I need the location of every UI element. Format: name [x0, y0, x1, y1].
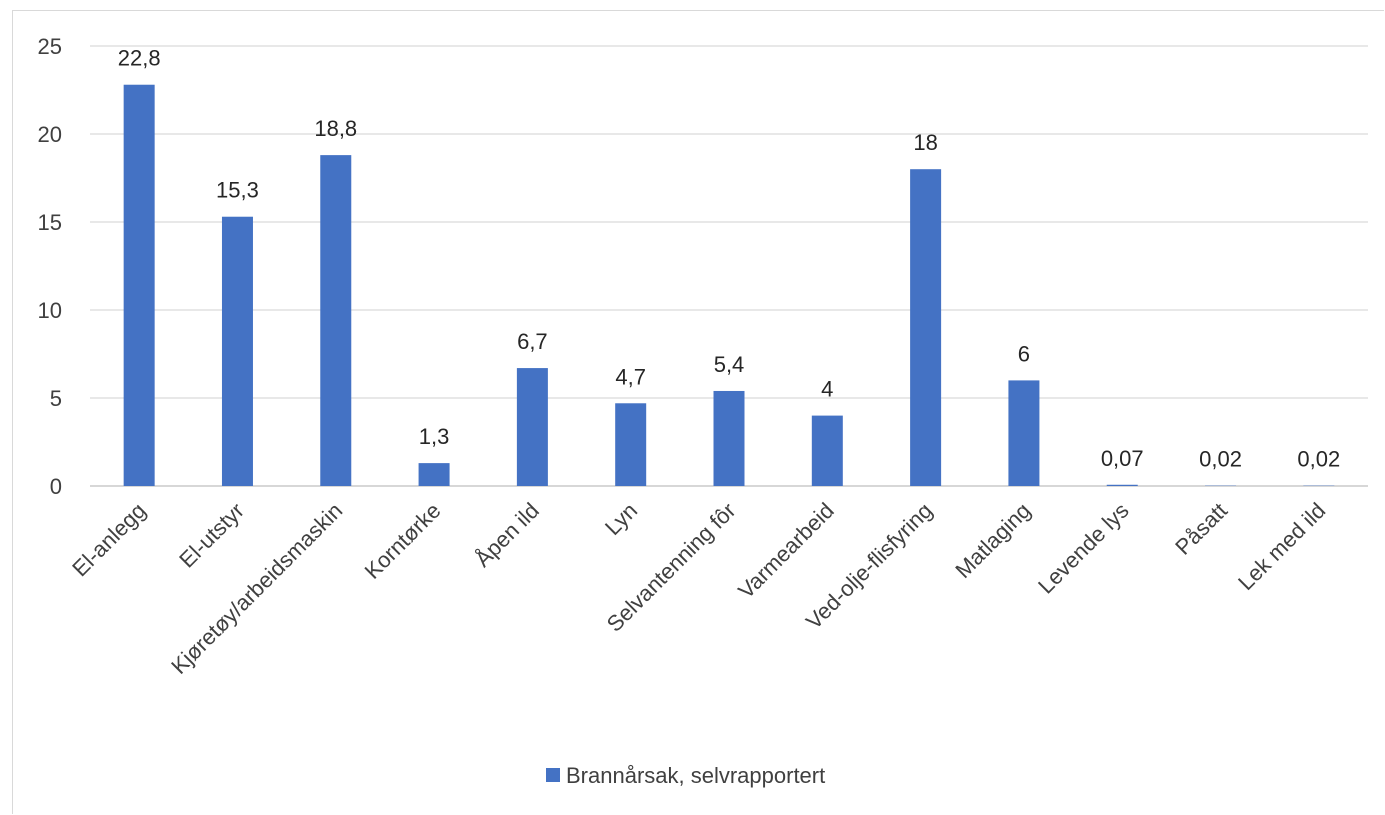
y-tick-label: 15 — [38, 210, 62, 235]
category-label: Kjøretøy/arbeidsmaskin — [166, 498, 347, 679]
bar — [1106, 484, 1138, 486]
legend: Brannårsak, selvrapportert — [546, 763, 825, 788]
y-axis-tick-labels: 0 5 10 15 20 25 — [38, 34, 62, 499]
bar — [516, 368, 548, 486]
data-label: 0,02 — [1297, 447, 1340, 472]
bar — [811, 415, 843, 486]
category-label: El-anlegg — [67, 498, 150, 581]
data-label: 18,8 — [314, 116, 357, 141]
y-tick-label: 10 — [38, 298, 62, 323]
bar — [221, 216, 253, 486]
data-label: 6,7 — [517, 329, 548, 354]
category-label: Korntørke — [360, 498, 446, 584]
category-label: Matlaging — [950, 498, 1035, 583]
data-label: 22,8 — [118, 46, 161, 71]
data-label: 6 — [1018, 341, 1030, 366]
data-label: 0,07 — [1101, 446, 1144, 471]
bar — [713, 390, 745, 486]
data-label: 18 — [913, 130, 937, 155]
data-label: 0,02 — [1199, 447, 1242, 472]
legend-label: Brannårsak, selvrapportert — [566, 763, 825, 788]
category-label: Åpen ild — [470, 498, 544, 572]
category-label: Lyn — [600, 498, 642, 540]
bar — [1008, 380, 1040, 486]
category-labels: El-anlegg El-utstyrKjøretøy/arbeidsmaskin… — [67, 498, 1330, 679]
category-label: El-utstyr — [174, 498, 249, 573]
data-labels: 22,8 15,3 18,8 1,3 6,7 4,7 5,4 4 18 6 0,07 0,02 0,02 — [118, 46, 1341, 472]
data-label: 4,7 — [615, 364, 646, 389]
y-tick-label: 20 — [38, 122, 62, 147]
bar — [615, 403, 647, 486]
bar — [123, 84, 155, 486]
y-tick-label: 5 — [50, 386, 62, 411]
bars — [123, 84, 1335, 486]
legend-swatch — [546, 768, 560, 782]
data-label: 15,3 — [216, 178, 259, 203]
data-label: 5,4 — [714, 352, 745, 377]
category-label: Påsatt — [1170, 498, 1232, 560]
bar — [320, 155, 352, 486]
category-label: Varmearbeid — [733, 498, 839, 604]
y-tick-label: 25 — [38, 34, 62, 59]
data-label: 4 — [821, 377, 833, 402]
data-label: 1,3 — [419, 424, 450, 449]
category-label: Lek med ild — [1233, 498, 1330, 595]
bar — [910, 169, 942, 486]
chart-frame — [12, 10, 1384, 814]
y-tick-label: 0 — [50, 474, 62, 499]
bar — [418, 463, 450, 486]
category-label: Levende lys — [1033, 498, 1134, 599]
